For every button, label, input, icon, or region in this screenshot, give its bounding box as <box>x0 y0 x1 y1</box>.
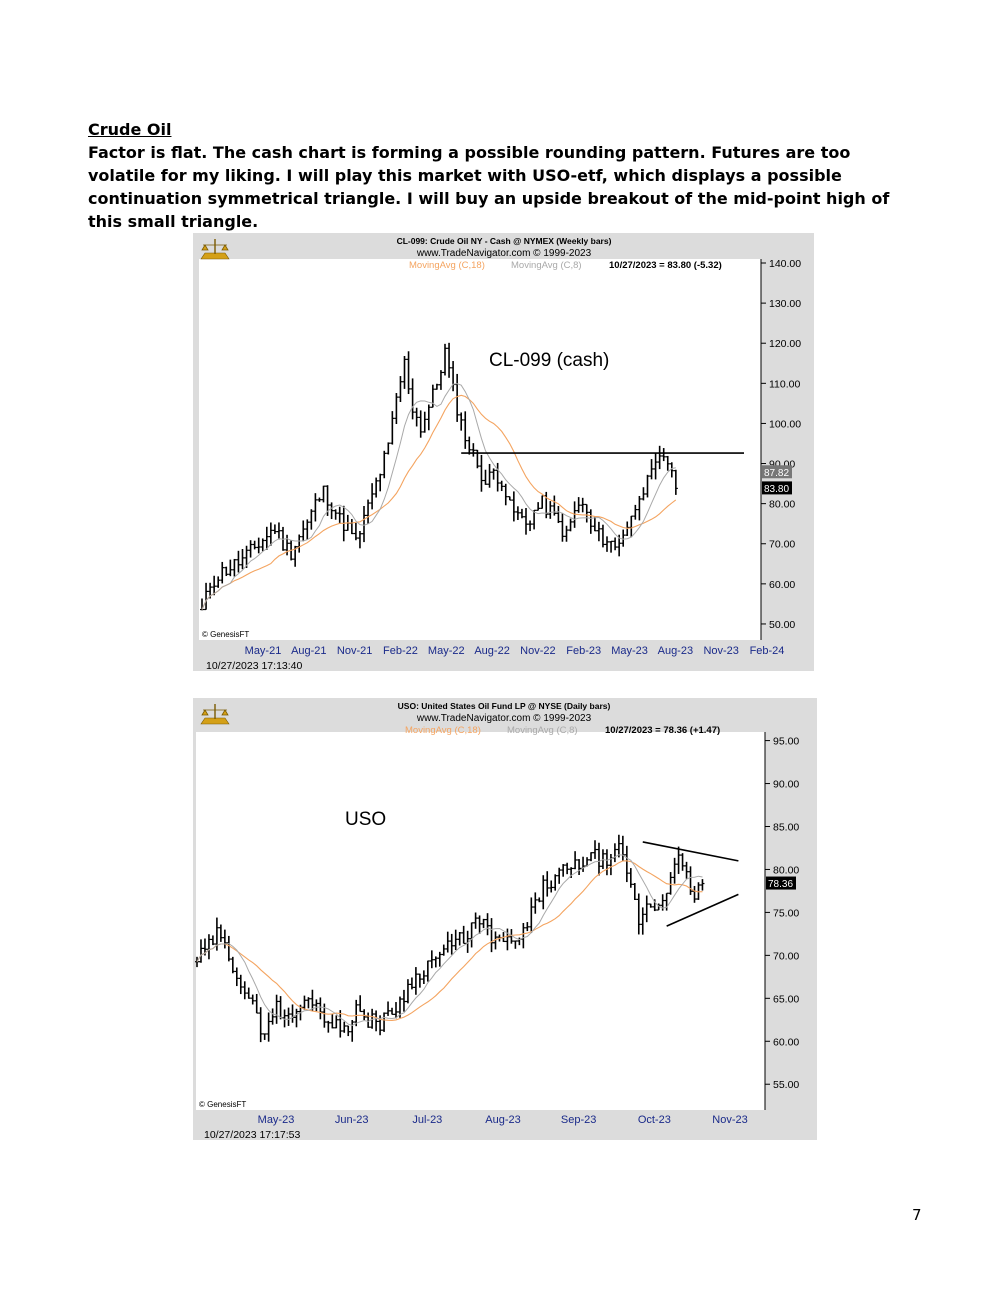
y-tick-label: 50.00 <box>769 619 795 631</box>
y-tick-label: 60.00 <box>773 1036 799 1048</box>
ma18-line <box>196 860 703 1021</box>
y-tick-label: 80.00 <box>769 499 795 511</box>
chart-annotation-label: USO <box>345 809 386 830</box>
x-tick-label: Aug-22 <box>474 645 509 657</box>
price-label: 83.80 <box>764 484 789 495</box>
price-label-box <box>762 465 792 479</box>
chart-title: USO: United States Oil Fund LP @ NYSE (D… <box>398 701 611 711</box>
y-tick-label: 120.00 <box>769 338 801 350</box>
plot-area <box>196 732 765 1110</box>
y-tick-label: 60.00 <box>769 579 795 591</box>
x-tick-label: Oct-23 <box>638 1114 671 1126</box>
y-tick-label: 75.00 <box>773 907 799 919</box>
x-tick-label: Nov-21 <box>337 645 372 657</box>
legend-ma18: MovingAvg (C,18) <box>409 260 485 271</box>
x-tick-label: May-23 <box>611 645 648 657</box>
watermark: © GenesisFT <box>199 1100 246 1109</box>
uso-chart-svg: USO: United States Oil Fund LP @ NYSE (D… <box>195 701 799 1140</box>
y-tick-label: 140.00 <box>769 258 801 270</box>
x-tick-label: May-22 <box>428 645 465 657</box>
y-tick-label: 130.00 <box>769 298 801 310</box>
x-tick-label: Feb-22 <box>383 645 418 657</box>
x-tick-label: Aug-23 <box>658 645 693 657</box>
legend-ma18: MovingAvg (C,18) <box>405 725 481 736</box>
timestamp: 10/27/2023 17:13:40 <box>206 660 303 671</box>
cl-cash-chart: CL-099: Crude Oil NY - Cash @ NYMEX (Wee… <box>193 233 814 671</box>
x-tick-label: Aug-21 <box>291 645 326 657</box>
price-label-box <box>766 876 796 890</box>
y-tick-label: 55.00 <box>773 1079 799 1091</box>
y-tick-label: 70.00 <box>773 950 799 962</box>
y-tick-label: 80.00 <box>773 864 799 876</box>
x-tick-label: Sep-23 <box>561 1114 596 1126</box>
price-label-box <box>762 481 792 495</box>
section-heading: Crude Oil <box>88 120 172 139</box>
x-tick-label: Jun-23 <box>335 1114 369 1126</box>
legend-ma8: MovingAvg (C,8) <box>511 260 582 271</box>
x-tick-label: Feb-23 <box>566 645 601 657</box>
x-tick-label: Nov-22 <box>520 645 555 657</box>
logo-base <box>200 717 230 725</box>
y-tick-label: 90.00 <box>773 779 799 791</box>
y-tick-label: 85.00 <box>773 822 799 834</box>
chart-annotation-label: CL-099 (cash) <box>489 350 609 371</box>
legend-quote: 10/27/2023 = 78.36 (+1.47) <box>605 725 720 736</box>
cl-cash-chart-svg: CL-099: Crude Oil NY - Cash @ NYMEX (Wee… <box>199 236 801 671</box>
x-tick-label: Feb-24 <box>750 645 785 657</box>
logo-base <box>200 252 230 260</box>
genesis-logo-icon <box>200 704 230 725</box>
timestamp: 10/27/2023 17:17:53 <box>204 1129 301 1140</box>
price-bars <box>195 834 705 1043</box>
y-tick-label: 70.00 <box>769 539 795 551</box>
legend-ma8: MovingAvg (C,8) <box>507 725 578 736</box>
logo-scale <box>201 709 229 716</box>
plot-area <box>199 259 761 640</box>
price-label: 87.82 <box>764 468 789 479</box>
price-label: 78.36 <box>768 879 793 890</box>
x-tick-label: Nov-23 <box>712 1114 747 1126</box>
chart-subtitle: www.TradeNavigator.com © 1999-2023 <box>416 248 592 259</box>
page-number: 7 <box>912 1206 922 1224</box>
x-tick-label: May-21 <box>245 645 282 657</box>
triangle-lower-line <box>666 893 739 927</box>
x-tick-label: Jul-23 <box>412 1114 442 1126</box>
x-tick-label: Nov-23 <box>703 645 738 657</box>
price-bars <box>200 342 678 611</box>
ma8-line <box>201 383 676 610</box>
article-text: Crude Oil Factor is flat. The cash chart… <box>88 118 918 233</box>
x-tick-label: May-23 <box>258 1114 295 1126</box>
y-tick-label: 110.00 <box>769 378 800 390</box>
ma18-line <box>201 394 677 610</box>
y-tick-label: 100.00 <box>769 418 801 430</box>
y-tick-label: 95.00 <box>773 736 799 748</box>
triangle-upper-line <box>642 841 739 862</box>
watermark: © GenesisFT <box>202 630 249 639</box>
logo-scale <box>201 244 229 251</box>
legend-quote: 10/27/2023 = 83.80 (-5.32) <box>609 260 722 271</box>
y-tick-label: 65.00 <box>773 993 799 1005</box>
uso-chart: USO: United States Oil Fund LP @ NYSE (D… <box>193 698 817 1140</box>
chart-subtitle: www.TradeNavigator.com © 1999-2023 <box>416 713 592 724</box>
section-paragraph: Factor is flat. The cash chart is formin… <box>88 143 890 231</box>
x-tick-label: Aug-23 <box>485 1114 520 1126</box>
chart-title: CL-099: Crude Oil NY - Cash @ NYMEX (Wee… <box>397 236 612 246</box>
ma8-line <box>196 854 703 1026</box>
genesis-logo-icon <box>200 239 230 260</box>
